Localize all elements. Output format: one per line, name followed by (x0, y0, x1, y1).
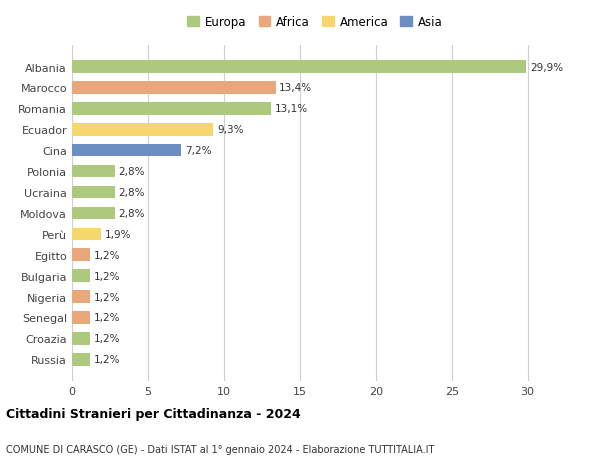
Bar (72, 249, 90, 262)
Bar (72, 207, 115, 220)
Bar (72, 332, 90, 345)
Text: 2,8%: 2,8% (118, 188, 145, 197)
Bar (72, 82, 275, 95)
Text: COMUNE DI CARASCO (GE) - Dati ISTAT al 1° gennaio 2024 - Elaborazione TUTTITALIA: COMUNE DI CARASCO (GE) - Dati ISTAT al 1… (6, 444, 434, 454)
Text: 2,8%: 2,8% (118, 208, 145, 218)
Bar (72, 291, 90, 303)
Text: 7,2%: 7,2% (185, 146, 212, 156)
Text: 13,4%: 13,4% (280, 83, 313, 93)
Text: 1,2%: 1,2% (94, 250, 121, 260)
Text: Cittadini Stranieri per Cittadinanza - 2024: Cittadini Stranieri per Cittadinanza - 2… (6, 407, 301, 420)
Text: 1,2%: 1,2% (94, 313, 121, 323)
Text: 1,2%: 1,2% (94, 354, 121, 364)
Text: 29,9%: 29,9% (530, 62, 563, 73)
Text: 1,2%: 1,2% (94, 334, 121, 344)
Text: 1,2%: 1,2% (94, 292, 121, 302)
Bar (72, 165, 115, 178)
Bar (72, 103, 271, 115)
Bar (72, 61, 526, 73)
Text: 1,2%: 1,2% (94, 271, 121, 281)
Bar (72, 124, 213, 136)
Text: 2,8%: 2,8% (118, 167, 145, 177)
Text: 13,1%: 13,1% (275, 104, 308, 114)
Text: 9,3%: 9,3% (217, 125, 244, 135)
Legend: Europa, Africa, America, Asia: Europa, Africa, America, Asia (183, 11, 447, 34)
Bar (72, 186, 115, 199)
Text: 1,9%: 1,9% (104, 230, 131, 239)
Bar (72, 270, 90, 282)
Bar (72, 353, 90, 366)
Bar (72, 145, 181, 157)
Bar (72, 228, 101, 241)
Bar (72, 312, 90, 324)
